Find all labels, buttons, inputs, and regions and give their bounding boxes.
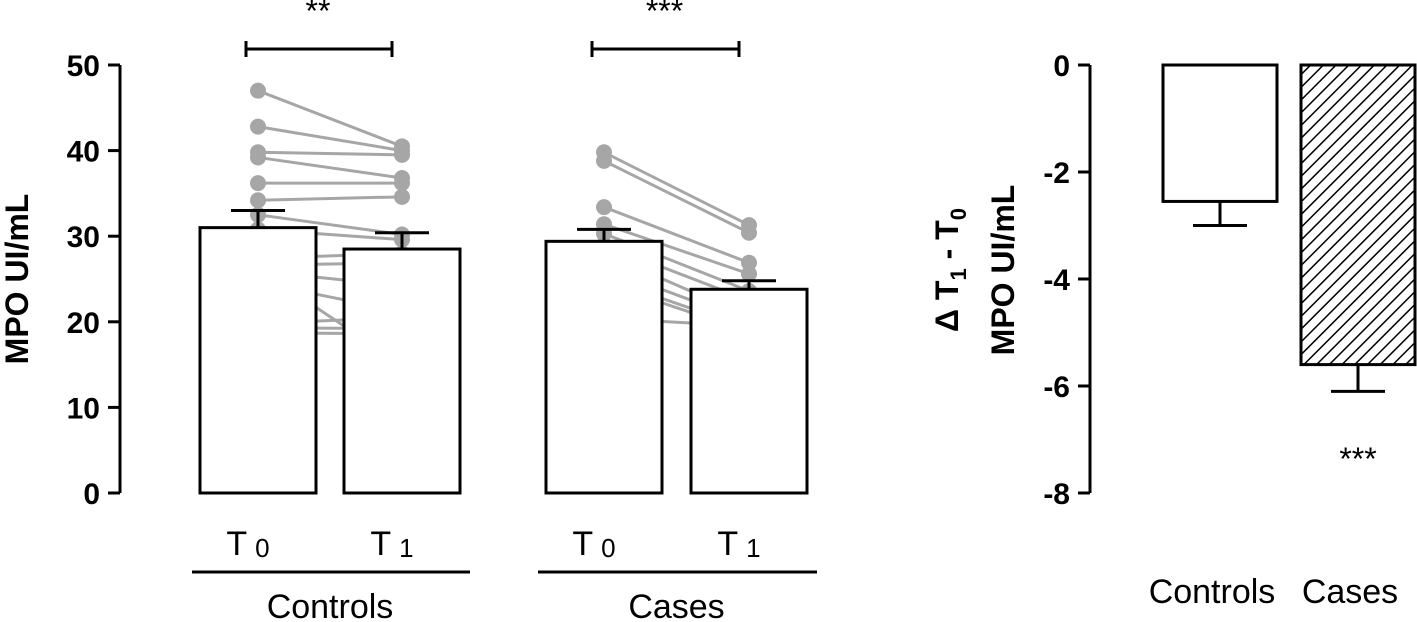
point-t0 [596,152,612,169]
subscript-0: 0 [946,208,971,220]
category-label: Controls [1149,573,1276,611]
delta-symbol-text: Δ T [929,280,965,332]
y-tick-label: -8 [1043,478,1070,511]
y-tick-label: -4 [1043,264,1070,297]
category-label: Cases [1302,573,1398,611]
delta-bar [1161,63,1279,203]
pair-line [257,89,403,148]
subscript-1: 1 [946,268,971,280]
y-tick-label: 0 [1053,50,1070,83]
pair-line [603,159,750,235]
pair-line [603,205,750,265]
mean-bar [198,226,318,495]
point-t0 [596,199,612,216]
y-tick-label: -2 [1043,157,1070,190]
minus-text: - T [929,220,965,268]
point-t1 [741,265,757,282]
y-tick-label: 50 [67,50,100,83]
pair-line [257,125,403,153]
y-tick-label: 30 [67,221,100,254]
y-tick-label: 10 [67,392,100,425]
cases-significance: *** [1339,441,1376,477]
significance-label: ** [306,0,331,29]
pair-line [257,155,403,180]
pair-line [603,222,750,276]
y-tick-label: 0 [83,478,100,511]
mean-bar [544,239,664,495]
point-t1 [394,175,410,192]
point-t0 [250,192,266,209]
left-y-ticks: 0 10 20 30 40 50 [67,50,120,511]
y-tick-label: -6 [1043,371,1070,404]
point-t0 [250,149,266,166]
pair-line [257,213,403,236]
point-t0 [250,118,266,135]
right-panel: 0-2-4-6-8 Δ T1 - T0 MPO UI/mL Controls Ca… [929,50,1417,611]
pair-line [257,150,403,157]
group-label: Controls [267,588,394,622]
point-t1 [394,146,410,163]
mean-bar [342,247,462,495]
point-t1 [741,224,757,241]
delta-bar [1299,63,1417,367]
point-t1 [741,254,757,271]
group-label: Cases [628,588,724,622]
right-y-axis-title-line2: MPO UI/mL [985,185,1021,356]
point-t0 [250,175,266,192]
mean-bar [689,287,809,495]
paired-points [250,82,757,373]
category-labels: T 0 T 1 Controls ** T 0 T 1 Cases *** [192,0,817,622]
y-tick-label: 40 [67,136,100,169]
delta-bars: Controls Cases [1149,63,1417,611]
left-y-axis-title: MPO UI/mL [0,194,35,365]
y-tick-label: 20 [67,307,100,340]
right-y-ticks: 0 -2 -4 -6 -8 [1043,50,1090,511]
right-y-axis-title-line1: Δ T1 - T0 [929,208,971,332]
mean-bars [198,209,809,495]
pair-line [603,150,750,227]
pair-line [257,195,403,202]
left-panel: 0 10 20 30 40 50 MPO UI/mL T 0 T 1 Controls ** T 0 T 1… [0,0,817,622]
point-t1 [394,188,410,205]
point-t0 [250,82,266,99]
significance-label: *** [646,0,683,29]
